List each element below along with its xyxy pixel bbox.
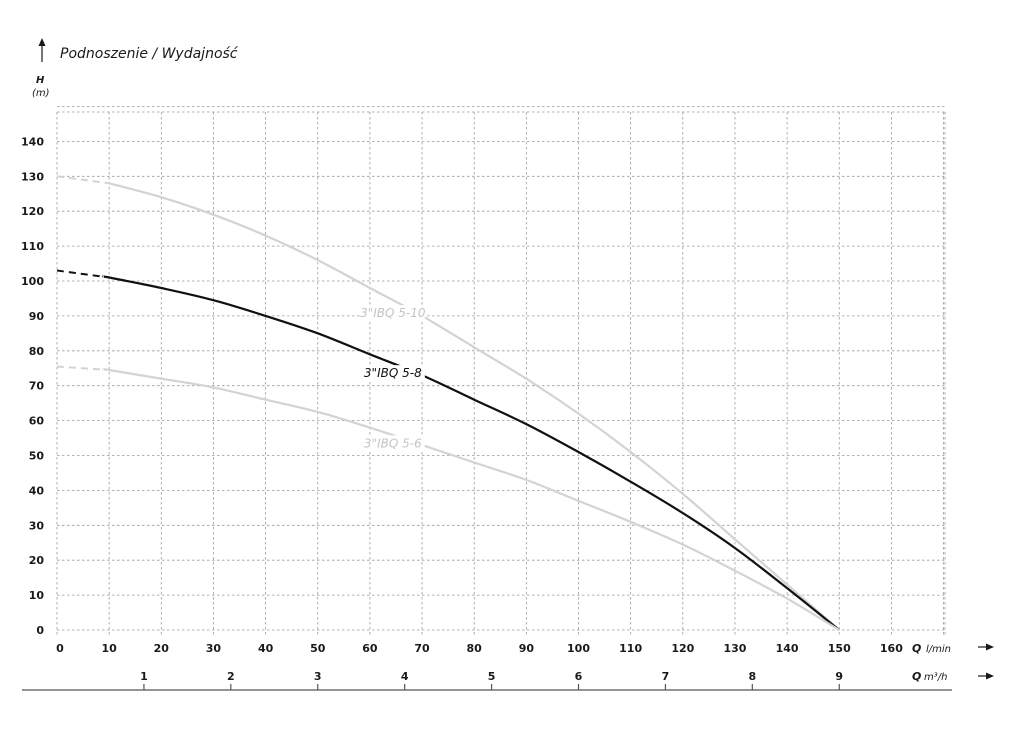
y-tick-label: 110 [21,240,44,253]
x-tick-label: 150 [828,642,851,655]
x-tick-label: 130 [723,642,746,655]
x-tick-label: 50 [310,642,326,655]
x2-tick-label: 4 [401,670,409,683]
y-tick-label: 90 [29,310,45,323]
series-3-label: 3"IBQ 5-6 [364,436,422,450]
x2-tick-label: 5 [488,670,496,683]
x-axis-arrow-icon [978,643,994,651]
chart-title: Podnoszenie / Wydajność [60,46,239,62]
x2-axis-label: Q [912,670,921,683]
title-arrow-icon [38,38,46,62]
x2-tick-label: 6 [575,670,583,683]
y-tick-labels: 0 10 20 30 40 50 60 70 80 90 100 110 120 130 140 [21,135,44,637]
x-tick-label: 80 [467,642,483,655]
x-tick-label: 90 [519,642,535,655]
x2-tick-label: 8 [748,670,756,683]
y-tick-label: 20 [29,554,45,567]
grid [56,106,946,635]
x-tick-label: 70 [414,642,430,655]
x2-tick-labels: 1 2 3 4 5 6 7 8 9 [140,670,843,690]
y-tick-label: 10 [29,589,45,602]
x-tick-label: 20 [154,642,170,655]
series-3-dashed-start [56,365,104,371]
x-tick-label: 40 [258,642,274,655]
x-axis-unit: l/min [926,644,951,655]
series-lines [56,175,841,631]
series-2-dashed-start [56,269,105,278]
series-1-label: 3"IBQ 5-10 [360,306,426,320]
series-3-line [102,368,840,631]
y-tick-label: 0 [36,624,44,637]
x2-tick-label: 7 [662,670,670,683]
x2-axis-unit: m³/h [924,672,947,683]
series-2-label: 3"IBQ 5-8 [364,366,422,380]
x-tick-label: 60 [362,642,378,655]
y-tick-label: 130 [21,170,44,183]
x2-axis-arrow-icon [978,672,994,680]
series-2-line [102,275,840,631]
x-tick-label: 30 [206,642,222,655]
x-tick-label: 110 [619,642,642,655]
series-1-line [108,182,841,631]
x2-tick-label: 3 [314,670,322,683]
x2-tick-label: 2 [227,670,235,683]
y-tick-label: 60 [29,415,45,428]
x-tick-label: 140 [776,642,799,655]
y-tick-label: 70 [29,380,45,393]
x-tick-labels: 0 10 20 30 40 50 60 70 80 90 100 110 120 130 140 150 160 [56,642,903,655]
x-tick-label: 0 [56,642,64,655]
x-tick-label: 10 [101,642,117,655]
x2-tick-label: 1 [140,670,148,683]
series-1-dashed-start [56,175,110,185]
x-axis-label: Q [912,642,921,655]
series-labels: 3"IBQ 5-10 3"IBQ 5-8 3"IBQ 5-6 [360,305,426,452]
y-axis-unit: (m) [32,88,50,99]
y-tick-label: 120 [21,205,44,218]
x-tick-label: 100 [567,642,590,655]
y-tick-label: 80 [29,345,45,358]
x-tick-label: 120 [671,642,694,655]
series-3-label-bg [360,435,425,452]
y-tick-label: 30 [29,519,45,532]
y-tick-label: 140 [21,135,44,148]
series-1-label-bg [360,305,425,322]
y-axis-label: H [36,75,45,86]
series-2-label-bg [360,365,425,382]
y-tick-label: 40 [29,484,45,497]
x-tick-label: 160 [880,642,903,655]
x2-tick-label: 9 [835,670,843,683]
y-tick-label: 50 [29,450,45,463]
y-tick-label: 100 [21,275,44,288]
